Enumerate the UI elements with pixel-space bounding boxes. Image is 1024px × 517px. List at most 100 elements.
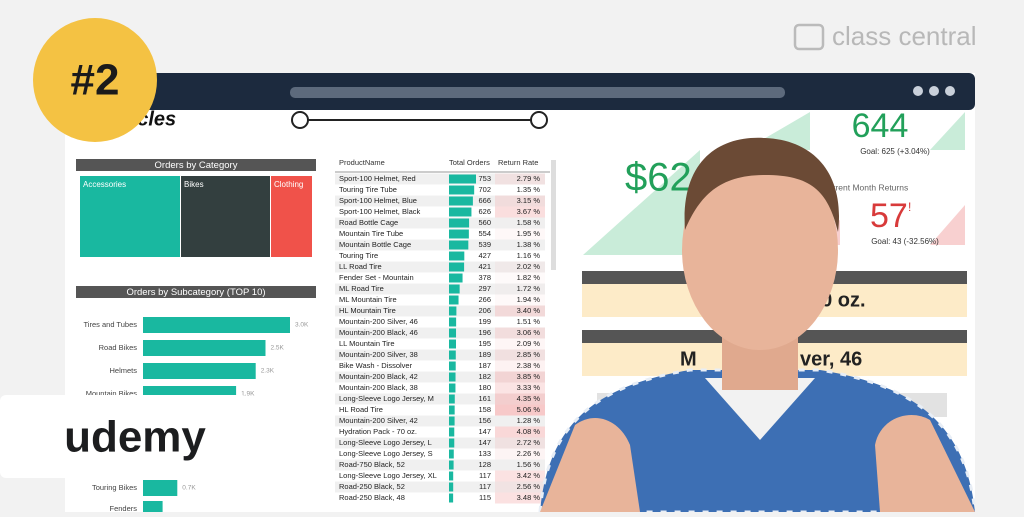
kpi-bg (930, 205, 965, 245)
collar (705, 378, 815, 440)
rate-bg (495, 283, 545, 295)
rate-bg (495, 228, 545, 240)
cell: 199 (478, 317, 491, 326)
cell: 3.40 % (517, 306, 541, 315)
rate-bg (495, 294, 545, 306)
cell: 2.85 % (517, 350, 541, 359)
brand: class central (832, 21, 977, 51)
cell: 2.56 % (517, 482, 541, 491)
cell: 196 (478, 328, 491, 337)
cell: 3.06 % (517, 328, 541, 337)
rate-bg (495, 272, 545, 284)
cell: 539 (478, 240, 491, 249)
column-header: ProductName (339, 158, 385, 167)
cell: 1.58 % (517, 218, 541, 227)
data-bar (449, 482, 454, 492)
rate-bg (495, 437, 545, 449)
cell: 156 (478, 416, 491, 425)
rate-bg (495, 404, 545, 416)
cell: Mountain-200 Black, 42 (339, 372, 418, 381)
shirt-pattern (538, 368, 977, 514)
cell: 1.16 % (517, 251, 541, 260)
shirt (540, 370, 975, 512)
row-bg (335, 437, 545, 449)
cell: 753 (478, 174, 491, 183)
data-bar (449, 273, 463, 283)
panel-header (76, 159, 316, 171)
cell: Road-250 Black, 52 (339, 482, 405, 491)
data-bar (449, 317, 457, 327)
bar-label: Tires and Tubes (84, 320, 138, 329)
panel-title: Orders by Category (155, 160, 238, 171)
row-bg (335, 327, 545, 339)
cell: 554 (478, 229, 491, 238)
data-bar (449, 339, 456, 349)
face (682, 150, 838, 350)
bar-label: Mountain Bikes (86, 389, 138, 398)
cell: Sport-100 Helmet, Black (339, 207, 421, 216)
badge (33, 18, 157, 142)
kpi-value: $62 (625, 156, 692, 200)
cell: 187 (478, 361, 491, 370)
cell: HL Mountain Tire (339, 306, 396, 315)
cell: 2.02 % (517, 262, 541, 271)
slider-handle[interactable] (291, 111, 309, 129)
data-bar (449, 207, 472, 217)
rate-bg (495, 305, 545, 317)
cell: 702 (478, 185, 491, 194)
bar-value: 2.5K (271, 345, 285, 352)
data-bar (449, 394, 455, 404)
badge-text: #2 (71, 56, 120, 105)
brand-icon (793, 23, 825, 51)
data-bar (449, 229, 469, 239)
row-bg (335, 239, 545, 251)
cell: 3.67 % (517, 207, 541, 216)
data-bar (449, 251, 465, 261)
cell: ML Mountain Tire (339, 295, 397, 304)
kpi-goal: Goal: 43 (-32.56%) (871, 237, 939, 246)
slider-handle[interactable] (530, 111, 548, 129)
cell: 147 (478, 438, 491, 447)
cell: 2.72 % (517, 438, 541, 447)
rate-bg (495, 448, 545, 460)
cell: 1.51 % (517, 317, 541, 326)
data-bar (449, 383, 456, 393)
cell: 3.15 % (517, 196, 541, 205)
cell: Road-250 Black, 48 (339, 493, 405, 502)
cell: 1.56 % (517, 460, 541, 469)
hand (540, 417, 640, 512)
cell: 2.26 % (517, 449, 541, 458)
column-header: Return Rate (498, 158, 538, 167)
data-bar (449, 372, 456, 382)
cell: Long-Sleeve Logo Jersey, XL (339, 471, 437, 480)
cell: 158 (478, 405, 491, 414)
data-bar (449, 471, 454, 481)
rate-bg (495, 382, 545, 394)
bar (143, 501, 163, 517)
tile-label: Clothing (274, 180, 303, 189)
tile (80, 176, 180, 257)
cell: 1.94 % (517, 295, 541, 304)
cell: HL Road Tire (339, 405, 383, 414)
rate-bg (495, 492, 545, 504)
cell: Mountain-200 Silver, 46 (339, 317, 418, 326)
cell: Long-Sleeve Logo Jersey, L (339, 438, 432, 447)
cell: ML Road Tire (339, 284, 384, 293)
cell: 4.35 % (517, 394, 541, 403)
cell: 297 (478, 284, 491, 293)
row-bg (335, 371, 545, 383)
cell: 1.72 % (517, 284, 541, 293)
cell: Sport-100 Helmet, Red (339, 174, 416, 183)
presenter (538, 137, 977, 514)
cell: Fender Set - Mountain (339, 273, 414, 282)
dot (929, 86, 939, 96)
tile (271, 176, 312, 257)
cell: 2.38 % (517, 361, 541, 370)
row-bg (335, 261, 545, 273)
cell: Mountain Tire Tube (339, 229, 403, 238)
data-bar (449, 361, 456, 371)
cell: 421 (478, 262, 491, 271)
cell: 1.38 % (517, 240, 541, 249)
cell: Touring Tire (339, 251, 378, 260)
row-bg (335, 305, 545, 317)
